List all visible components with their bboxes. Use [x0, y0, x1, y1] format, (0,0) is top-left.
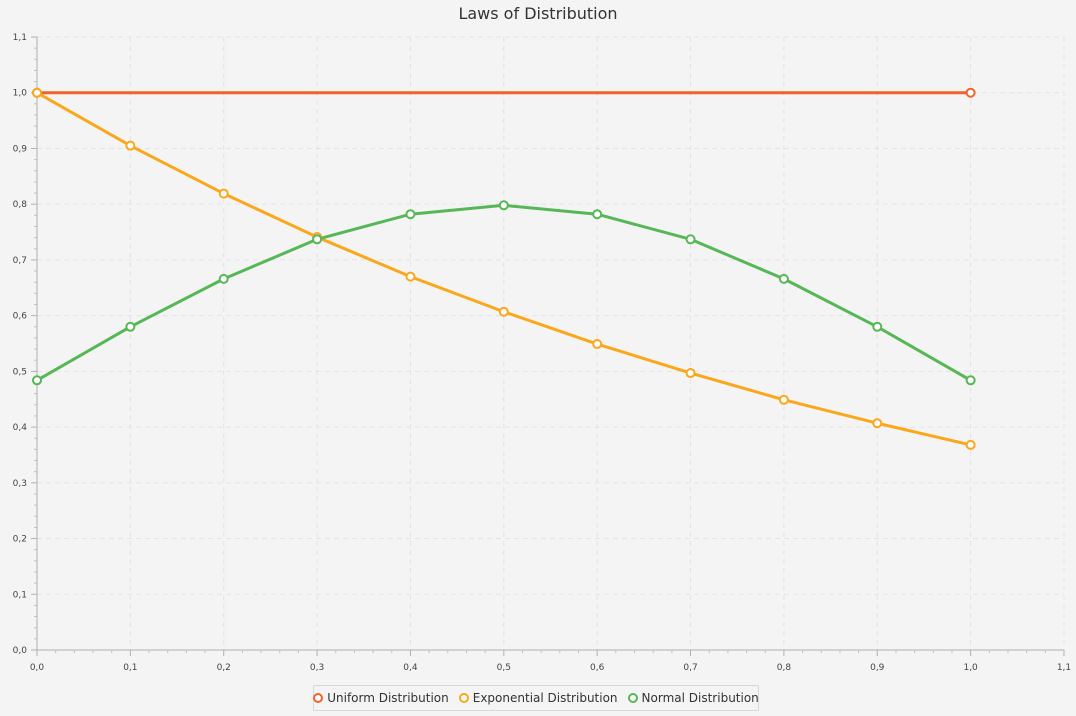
data-point-uniform — [965, 87, 976, 98]
y-tick-label: 0,3 — [13, 479, 27, 489]
legend-symbol-normal — [627, 693, 638, 703]
data-point-exponential — [778, 394, 789, 405]
x-tick-label: 0,0 — [30, 663, 45, 673]
data-point-normal — [498, 200, 509, 211]
data-point-exponential — [405, 271, 416, 282]
x-tick-label: 0,4 — [403, 663, 418, 673]
data-point-normal — [312, 234, 323, 245]
legend-item-uniform[interactable]: Uniform Distribution — [313, 691, 449, 705]
legend-symbol-exponential — [458, 693, 469, 703]
data-point-exponential — [32, 87, 42, 98]
x-tick-label: 0,9 — [870, 663, 885, 673]
x-tick-label: 1,0 — [963, 663, 978, 673]
y-tick-label: 0,9 — [13, 144, 28, 154]
x-tick-label: 0,1 — [123, 663, 137, 673]
x-tick-label: 0,2 — [217, 663, 231, 673]
data-point-normal — [32, 375, 42, 386]
y-tick-label: 0,6 — [13, 312, 28, 322]
data-point-normal — [125, 321, 136, 332]
axes — [31, 36, 1065, 656]
y-tick-label: 0,5 — [13, 367, 27, 377]
data-point-normal — [872, 321, 883, 332]
data-points — [32, 87, 976, 450]
legend-symbol-uniform — [313, 693, 324, 703]
data-point-normal — [218, 273, 229, 284]
legend-label-uniform: Uniform Distribution — [327, 691, 449, 705]
x-tick-label: 1,1 — [1057, 663, 1071, 673]
y-tick-label: 0,0 — [13, 646, 28, 656]
y-tick-label: 0,2 — [13, 535, 27, 545]
legend-label-normal: Normal Distribution — [641, 691, 759, 705]
legend: Uniform Distribution Exponential Distrib… — [313, 685, 759, 711]
y-tick-label: 1,0 — [13, 89, 28, 99]
data-point-exponential — [592, 339, 603, 350]
x-tick-label: 0,7 — [683, 663, 697, 673]
data-point-normal — [592, 209, 603, 220]
chart-title: Laws of Distribution — [458, 4, 618, 23]
y-tick-label: 0,8 — [13, 200, 28, 210]
legend-label-exponential: Exponential Distribution — [472, 691, 618, 705]
data-point-exponential — [872, 418, 883, 429]
data-point-exponential — [685, 368, 696, 379]
data-point-exponential — [218, 188, 229, 199]
y-tick-label: 0,7 — [13, 256, 27, 266]
grid-lines — [37, 36, 1065, 650]
x-tick-label: 0,5 — [497, 663, 511, 673]
x-tick-label: 0,8 — [777, 663, 792, 673]
data-point-exponential — [498, 306, 509, 317]
data-point-normal — [405, 209, 416, 220]
y-tick-label: 0,4 — [13, 423, 28, 433]
y-tick-label: 1,1 — [13, 33, 27, 43]
data-point-normal — [965, 375, 976, 386]
x-tick-label: 0,6 — [590, 663, 605, 673]
data-point-normal — [685, 234, 696, 245]
tick-labels: 0,0 0,1 0,2 0,3 0,4 0,5 0,6 0,7 0,8 0,9 1,0 1,1 0,0 0… — [13, 33, 1071, 673]
y-tick-label: 0,1 — [13, 590, 27, 600]
legend-item-exponential[interactable]: Exponential Distribution — [458, 691, 618, 705]
data-point-exponential — [965, 439, 976, 450]
data-point-normal — [778, 273, 789, 284]
legend-item-normal[interactable]: Normal Distribution — [627, 691, 759, 705]
x-tick-label: 0,3 — [310, 663, 324, 673]
data-point-exponential — [125, 140, 136, 151]
